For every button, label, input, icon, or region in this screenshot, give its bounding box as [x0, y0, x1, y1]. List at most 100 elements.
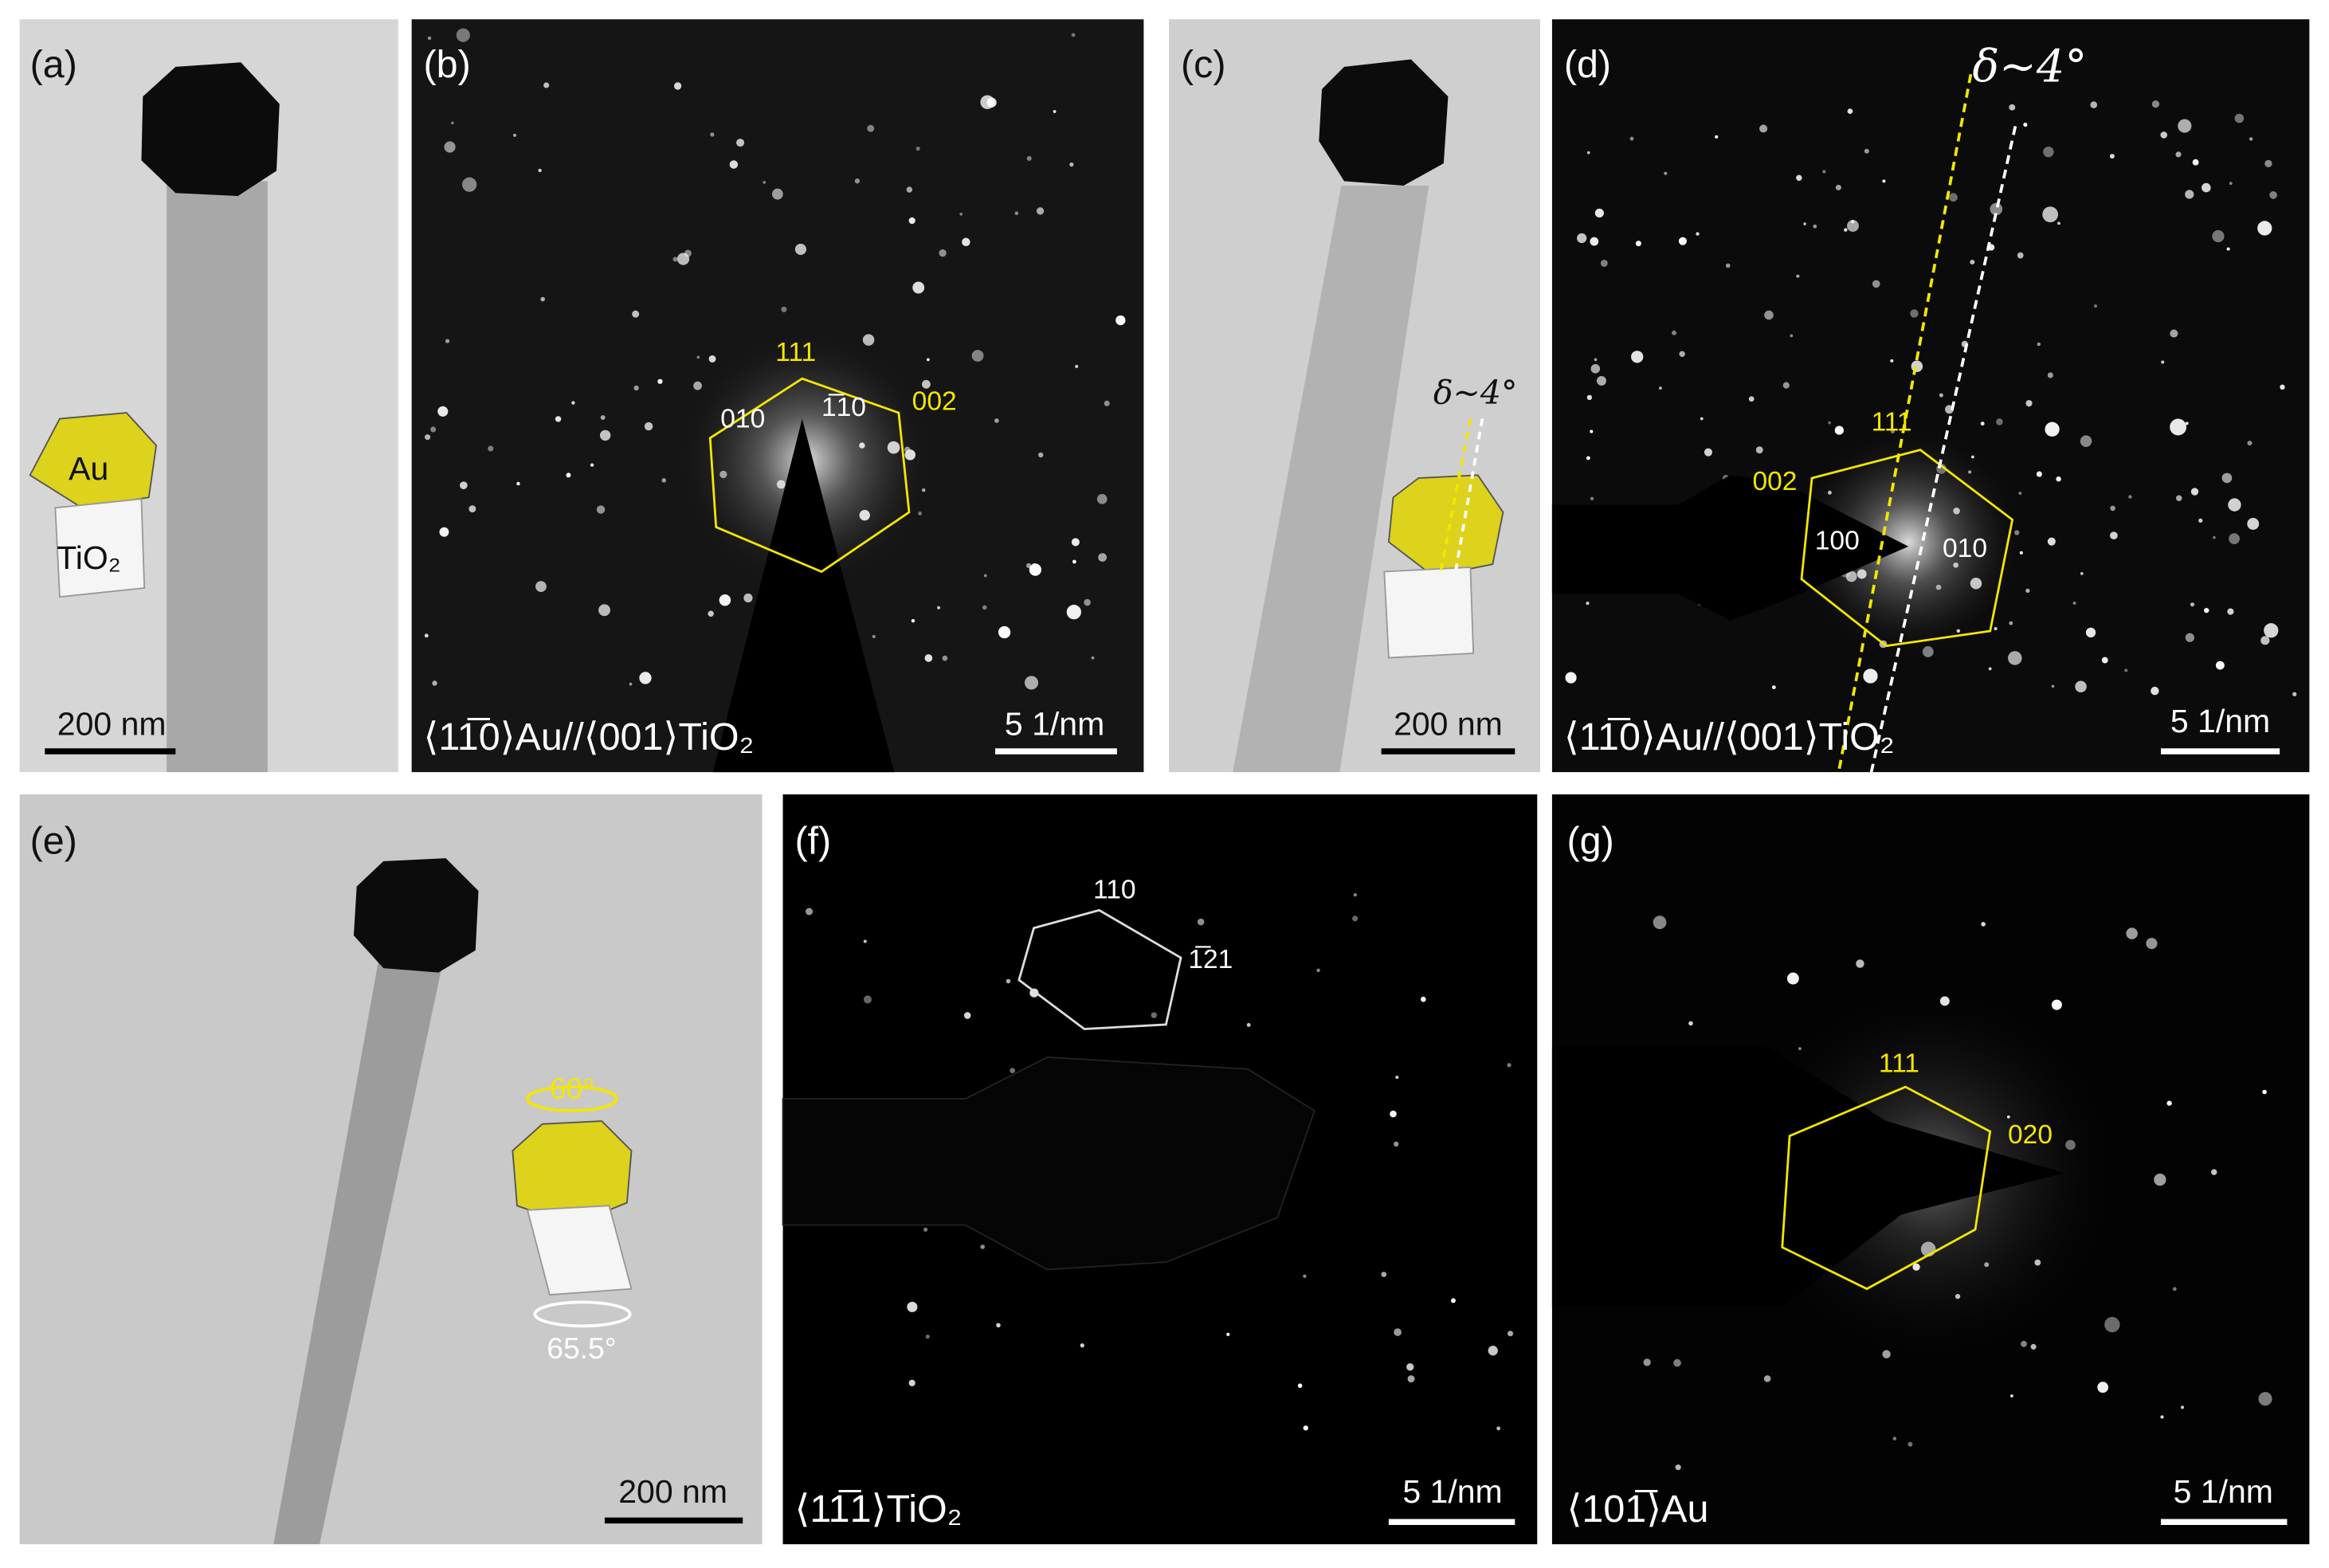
diffraction-spot — [936, 606, 941, 610]
diffraction-spot — [1297, 1383, 1303, 1388]
diffraction-spot — [1790, 334, 1794, 338]
diffraction-spot — [2043, 146, 2054, 158]
caption: ⟨11̅1⟩TiO₂ — [794, 1488, 962, 1531]
panel-b: (b) 111 002 010 1̅10 ⟨11̅0⟩Au//⟨001⟩TiO₂… — [411, 19, 1144, 773]
diffraction-spot — [719, 594, 731, 606]
diffraction-spot — [911, 618, 916, 623]
panel-bg — [1551, 19, 2310, 773]
diffraction-spot — [2229, 533, 2240, 545]
diffraction-spot — [535, 581, 547, 593]
diffraction-spot — [2037, 342, 2041, 347]
diffraction-spot — [729, 160, 739, 169]
diffraction-spot — [2072, 601, 2076, 606]
diffraction-spot — [1080, 1343, 1084, 1348]
diffraction-spot — [924, 654, 933, 662]
panel-f: (f) 110 1̅21 ⟨11̅1⟩TiO₂ 5 1/nm — [782, 794, 1538, 1545]
diffraction-spot — [1226, 1332, 1230, 1336]
diffraction-spot — [2258, 1392, 2272, 1406]
diffraction-spot — [600, 415, 606, 421]
au-label: Au — [69, 450, 108, 487]
diffraction-spot — [1032, 563, 1037, 568]
diffraction-spot — [2212, 229, 2225, 243]
diffraction-spot — [1786, 972, 1799, 985]
diffraction-spot — [2190, 602, 2195, 607]
diffraction-spot — [994, 418, 999, 423]
diffraction-spot — [1590, 363, 1601, 374]
diffraction-spot — [736, 139, 745, 147]
diffraction-spot — [1594, 358, 1598, 362]
diffraction-spot — [959, 212, 963, 216]
diffraction-spot — [2146, 938, 2158, 950]
diffraction-spot — [1096, 494, 1108, 504]
diffraction-spot — [763, 180, 767, 184]
diffraction-spot — [2009, 621, 2013, 625]
diffraction-spot — [1586, 602, 1590, 606]
diffraction-spot — [2151, 100, 2160, 108]
diffraction-spot — [538, 168, 542, 173]
diffraction-spot — [980, 1245, 985, 1249]
diffraction-spot — [1450, 1298, 1456, 1303]
diffraction-spot — [2160, 1415, 2164, 1419]
diffraction-spot — [2247, 441, 2253, 446]
diffraction-spot — [1822, 170, 1826, 174]
diffraction-spot — [439, 527, 449, 537]
diffraction-spot — [942, 655, 948, 661]
diffraction-spot — [1673, 1358, 1681, 1367]
diffraction-spot — [1704, 448, 1712, 457]
diffraction-spot — [863, 939, 867, 943]
diffraction-spot — [1949, 193, 1958, 202]
diffraction-spot — [2090, 101, 2098, 108]
axis-line — [1869, 126, 2017, 773]
diffraction-spot — [1488, 1346, 1498, 1356]
diffraction-spot — [2180, 1405, 2185, 1409]
diffraction-spot — [1381, 1272, 1387, 1277]
diffraction-spot — [925, 1335, 930, 1339]
diffraction-spot — [1586, 394, 1593, 401]
diffraction-spot — [1577, 233, 1587, 244]
diffraction-spot — [907, 1301, 918, 1312]
caption: ⟨11̅0⟩Au//⟨001⟩TiO₂ — [1564, 715, 1895, 759]
diffraction-spot — [1892, 1437, 1897, 1441]
diffraction-spot — [781, 306, 787, 312]
diffraction-spot — [2198, 518, 2203, 523]
diffraction-spot — [2126, 927, 2138, 939]
index: 020 — [2008, 1120, 2053, 1150]
diffraction-spot — [916, 146, 920, 151]
diffraction-spot — [1700, 417, 1704, 421]
diffraction-spot — [1890, 359, 1894, 363]
diffraction-spot — [673, 82, 682, 90]
diffraction-spot — [2227, 608, 2234, 615]
index: 100 — [1815, 527, 1860, 556]
diffraction-spot — [1069, 162, 1074, 167]
diffraction-spot — [1303, 1425, 1308, 1431]
diffraction-spot — [2154, 1174, 2166, 1186]
nanowire — [167, 181, 268, 773]
diffraction-spot — [2247, 518, 2260, 530]
diffraction-spot — [1091, 656, 1095, 660]
diffraction-spot — [1407, 1375, 1415, 1383]
diffraction-spot — [644, 421, 653, 431]
diffraction-spot — [2124, 668, 2128, 672]
diffraction-spot — [425, 434, 431, 441]
diffraction-spot — [1748, 396, 1755, 402]
diffraction-spot — [1071, 538, 1080, 547]
diffraction-spot — [1863, 668, 1878, 684]
diffraction-spot — [1586, 456, 1590, 461]
diffraction-spot — [1353, 893, 1357, 897]
diffraction-spot — [1771, 685, 1776, 690]
diffraction-spot — [2202, 182, 2211, 193]
diffraction-spot — [2023, 122, 2028, 127]
diffraction-spot — [1053, 110, 1057, 113]
diffraction-spot — [1764, 310, 1774, 320]
diffraction-spot — [1014, 211, 1019, 215]
diffraction-spot — [1010, 1068, 1016, 1074]
diffraction-spot — [971, 350, 984, 362]
diffraction-spot — [806, 907, 814, 915]
diffraction-spot — [2080, 435, 2092, 447]
index: 010 — [720, 405, 765, 434]
tio2-icon — [526, 1205, 633, 1296]
diffraction-spot — [2213, 535, 2216, 539]
diffraction-spot — [1653, 915, 1667, 930]
diffraction-spot — [2151, 686, 2159, 696]
panel-label: (d) — [1564, 43, 1611, 86]
